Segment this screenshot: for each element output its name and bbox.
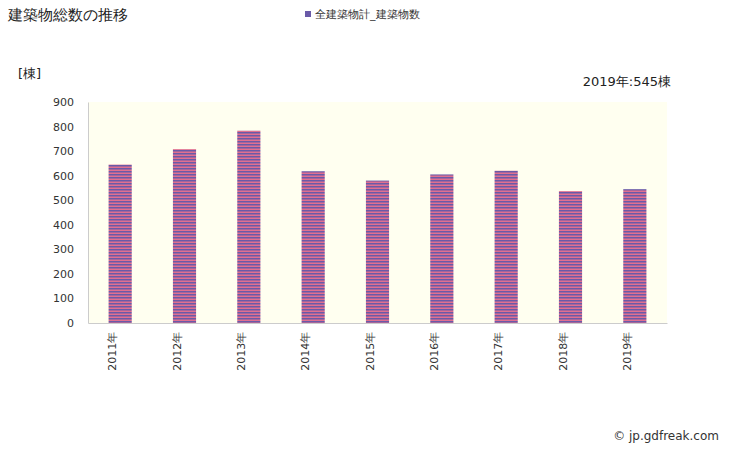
bar [302, 171, 325, 323]
y-tick: 400 [53, 219, 88, 232]
y-tick: 300 [53, 243, 88, 256]
footer: © jp.gdfreak.com [613, 429, 719, 443]
y-axis: 0 100 200 300 400 500 600 700 800 900 [53, 96, 89, 330]
x-tick-label: 2019年 [621, 332, 634, 371]
bar [495, 171, 518, 323]
y-tick-label: 100 [53, 292, 74, 305]
bar [366, 181, 389, 323]
bar [173, 149, 196, 323]
y-tick-label: 200 [53, 268, 74, 281]
y-label: [棟] [18, 66, 41, 81]
y-tick: 800 [53, 121, 88, 134]
y-axis-line [88, 103, 89, 324]
x-tick-label: 2014年 [299, 332, 312, 371]
x-tick-label: 2011年 [106, 332, 119, 371]
y-tick-label: 0 [67, 317, 74, 330]
x-tick-label: 2017年 [492, 332, 505, 371]
x-tick: 2014年 [299, 323, 313, 371]
y-tick: 900 [53, 96, 88, 109]
bar [109, 165, 132, 323]
x-tick-label: 2012年 [171, 332, 184, 371]
x-tick: 2013年 [235, 323, 249, 371]
x-tick: 2019年 [621, 323, 635, 371]
x-tick: 2012年 [171, 323, 185, 371]
title: 建築物総数の推移 [7, 6, 128, 24]
y-tick-label: 700 [53, 145, 74, 158]
x-tick: 2011年 [106, 323, 120, 371]
legend: 全建築物計_建築物数 [305, 8, 420, 21]
y-tick-label: 300 [53, 243, 74, 256]
y-tick: 0 [67, 317, 88, 330]
x-tick-label: 2016年 [428, 332, 441, 371]
y-tick-label: 500 [53, 194, 74, 207]
y-tick-label: 900 [53, 96, 74, 109]
legend-label: 全建築物計_建築物数 [315, 8, 420, 21]
plot-background [88, 102, 667, 323]
x-tick-label: 2018年 [557, 332, 570, 371]
x-tick: 2015年 [364, 323, 378, 371]
bar [623, 189, 646, 323]
y-tick: 100 [53, 292, 88, 305]
y-tick-label: 800 [53, 121, 74, 134]
plot: 01002003004005006007008009002011年2012年20… [53, 96, 668, 371]
x-tick: 2017年 [492, 323, 506, 371]
bars [109, 131, 647, 323]
y-tick: 700 [53, 145, 88, 158]
y-tick-label: 600 [53, 170, 74, 183]
y-tick-label: 400 [53, 219, 74, 232]
x-tick-label: 2013年 [235, 332, 248, 371]
x-tick: 2016年 [428, 323, 442, 371]
y-tick: 500 [53, 194, 88, 207]
x-tick-label: 2015年 [364, 332, 377, 371]
y-tick: 600 [53, 170, 88, 183]
chart: 建築物総数の推移 全建築物計_建築物数 [棟] 2019年:545棟 © jp.gdfr… [0, 0, 729, 450]
legend-swatch [305, 11, 311, 17]
x-tick: 2018年 [557, 323, 571, 371]
bar [559, 191, 582, 323]
bar [430, 174, 453, 323]
x-axis: 2011年 2012年 2013年 2014年 2015年 2016年 2017年 2018年… [89, 323, 668, 371]
bar [237, 131, 260, 323]
y-tick: 200 [53, 268, 88, 281]
x-axis-line [89, 323, 668, 324]
annotation: 2019年:545棟 [583, 74, 671, 89]
